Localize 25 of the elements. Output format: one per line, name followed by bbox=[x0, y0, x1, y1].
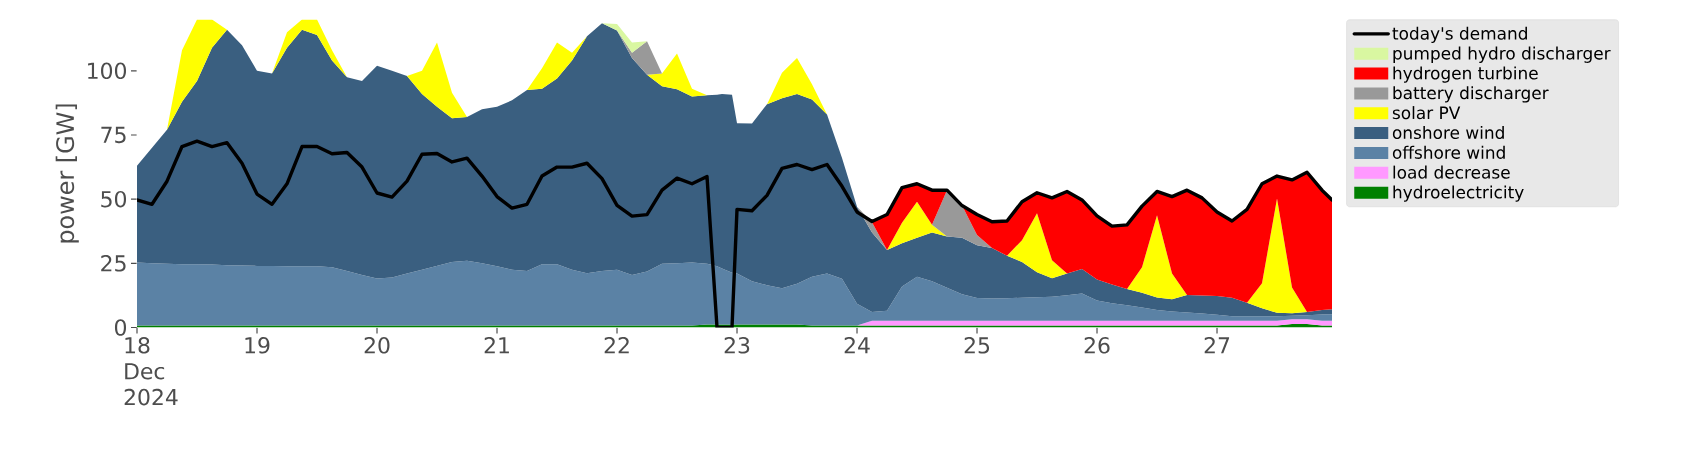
x-tick-label: 21 bbox=[484, 337, 509, 354]
y-tick-label: 75 bbox=[101, 126, 126, 144]
y-axis-title: power [GW] bbox=[55, 104, 79, 243]
x-tick-label: 26 bbox=[1084, 337, 1110, 354]
y-tick-label: 0 bbox=[114, 319, 127, 336]
x-tick-label: 22 bbox=[604, 337, 629, 354]
legend-label: hydrogen turbine bbox=[1393, 66, 1538, 83]
legend-label: load decrease bbox=[1393, 165, 1510, 179]
legend-label: solar PV bbox=[1392, 106, 1461, 120]
x-tick-label: 25 bbox=[964, 337, 990, 354]
x-tick-label: 24 bbox=[844, 337, 870, 354]
legend-label: today's demand bbox=[1392, 26, 1527, 44]
x-tick-label: 19 bbox=[245, 337, 270, 354]
legend-label: hydroelectricity bbox=[1393, 185, 1524, 202]
legend-label: battery discharger bbox=[1393, 86, 1549, 103]
y-tick-label: 50 bbox=[101, 190, 127, 208]
y-tick-label: 100 bbox=[88, 62, 127, 80]
y-tick-label: 25 bbox=[101, 255, 126, 272]
x-tick-label: 23 bbox=[724, 337, 750, 354]
x-tick-label: 20 bbox=[364, 337, 390, 354]
legend-label: onshore wind bbox=[1392, 125, 1504, 140]
legend-label: pumped hydro discharger bbox=[1393, 46, 1611, 63]
x-tick-label: 27 bbox=[1204, 337, 1230, 354]
legend-label: offshore wind bbox=[1392, 145, 1505, 159]
x-tick-label: 18 Dec 2024 bbox=[124, 337, 178, 406]
